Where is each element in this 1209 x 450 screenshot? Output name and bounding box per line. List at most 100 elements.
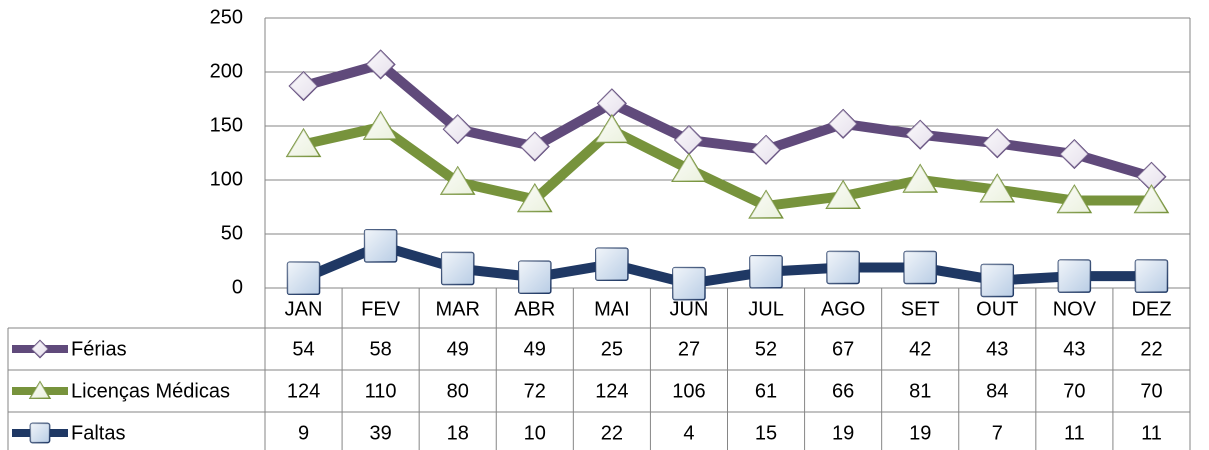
- y-tick-label: 250: [210, 6, 243, 28]
- marker-shine: [443, 115, 472, 144]
- x-tick-label: ABR: [514, 298, 555, 320]
- marker-group: [28, 380, 52, 399]
- marker-group: [979, 173, 1016, 203]
- legend-label: Faltas: [71, 422, 125, 444]
- table-value: 72: [524, 380, 546, 402]
- legend-label: Licenças Médicas: [71, 380, 230, 402]
- marker-group: [595, 247, 629, 281]
- table-value: 42: [909, 338, 931, 360]
- table-value: 10: [524, 422, 546, 444]
- x-tick-label: AGO: [821, 298, 865, 320]
- marker-shine: [1134, 185, 1168, 213]
- y-tick-label: 100: [210, 168, 243, 190]
- marker-group: [826, 250, 860, 285]
- x-tick-label: MAI: [594, 298, 630, 320]
- table-value: 67: [832, 338, 854, 360]
- marker-shine: [672, 154, 706, 182]
- marker-shine: [906, 120, 935, 149]
- marker-group: [362, 110, 399, 140]
- marker-group: [672, 266, 706, 301]
- marker-group: [1136, 161, 1167, 192]
- marker-shine: [289, 72, 318, 101]
- marker-shine: [595, 248, 628, 281]
- x-tick-label: JAN: [285, 298, 323, 320]
- table-value: 22: [601, 422, 623, 444]
- table-value: 7: [992, 422, 1003, 444]
- table-value: 15: [755, 422, 777, 444]
- marker-shine: [287, 129, 321, 157]
- marker-group: [442, 114, 473, 145]
- marker-group: [440, 251, 475, 286]
- marker-shine: [441, 252, 474, 285]
- marker-group: [518, 260, 552, 294]
- table-value: 19: [832, 422, 854, 444]
- y-tick-label: 150: [210, 114, 243, 136]
- marker-shine: [1060, 140, 1089, 169]
- marker-group: [516, 183, 553, 213]
- table-value: 27: [678, 338, 700, 360]
- x-tick-label: SET: [901, 298, 940, 320]
- marker-shine: [1057, 185, 1091, 213]
- marker-group: [439, 165, 476, 195]
- marker-group: [1056, 184, 1093, 214]
- table-value: 49: [447, 338, 469, 360]
- series-line: [301, 240, 1152, 289]
- table-value: 52: [755, 338, 777, 360]
- x-tick-label: JUN: [670, 298, 709, 320]
- marker-shine: [826, 181, 860, 209]
- marker-shine: [31, 340, 49, 358]
- marker-group: [519, 131, 550, 162]
- marker-group: [905, 119, 936, 150]
- marker-group: [29, 422, 51, 444]
- marker-group: [825, 179, 861, 209]
- y-tick-label: 200: [210, 60, 243, 82]
- marker-group: [750, 134, 782, 165]
- table-value: 22: [1140, 338, 1162, 360]
- marker-shine: [595, 115, 629, 143]
- marker-shine: [518, 184, 552, 212]
- marker-group: [363, 229, 398, 263]
- table-value: 11: [1064, 422, 1085, 444]
- marker-shine: [903, 165, 937, 192]
- y-tick-label: 0: [232, 276, 243, 298]
- table-value: 70: [1063, 380, 1085, 402]
- legend-label: Férias: [71, 338, 127, 360]
- x-tick-label: MAR: [435, 298, 479, 320]
- marker-group: [594, 113, 630, 144]
- x-tick-label: FEV: [361, 298, 401, 320]
- table-value: 66: [832, 380, 854, 402]
- marker-group: [365, 49, 396, 80]
- table-value: 106: [672, 380, 705, 402]
- marker-shine: [674, 126, 703, 155]
- marker-shine: [287, 262, 320, 295]
- marker-shine: [983, 129, 1012, 158]
- marker-shine: [1135, 260, 1168, 293]
- x-tick-label: NOV: [1053, 298, 1097, 320]
- marker-shine: [520, 132, 549, 161]
- marker-group: [1133, 184, 1170, 214]
- marker-group: [1134, 259, 1169, 293]
- table-value: 110: [365, 380, 397, 402]
- marker-shine: [981, 264, 1014, 297]
- marker-shine: [366, 50, 395, 79]
- marker-shine: [827, 251, 860, 284]
- marker-shine: [518, 261, 551, 294]
- table-value: 39: [370, 422, 392, 444]
- marker-shine: [441, 167, 475, 195]
- table-value: 58: [370, 338, 392, 360]
- marker-shine: [829, 109, 858, 138]
- table-value: 43: [986, 338, 1008, 360]
- table-value: 19: [909, 422, 931, 444]
- marker-group: [671, 152, 707, 182]
- table-value: 9: [298, 422, 309, 444]
- marker-group: [980, 263, 1015, 298]
- table-value: 70: [1140, 380, 1162, 402]
- table-value: 54: [292, 338, 314, 360]
- marker-shine: [597, 89, 626, 118]
- marker-shine: [904, 251, 937, 284]
- x-tick-label: DEZ: [1131, 298, 1171, 320]
- marker-group: [749, 255, 783, 289]
- marker-shine: [30, 382, 50, 399]
- marker-group: [288, 70, 319, 102]
